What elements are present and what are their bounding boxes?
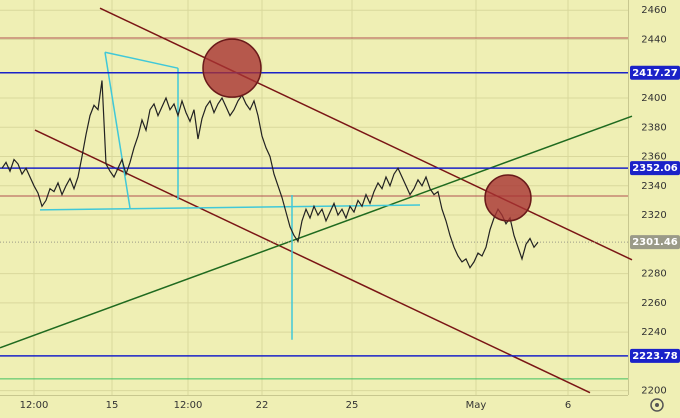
price-badge-label: 2223.78 (632, 351, 678, 362)
x-tick-label: 25 (346, 400, 359, 411)
trend-line (104, 52, 131, 209)
settings-button[interactable] (650, 398, 664, 412)
y-tick-label: 2280 (641, 269, 666, 280)
y-tick-label: 2440 (641, 35, 666, 46)
y-tick-label: 2320 (641, 210, 666, 221)
price-line (1, 80, 539, 269)
y-tick-label: 2200 (641, 386, 666, 397)
highlight-circle (202, 38, 262, 98)
x-tick-label: 12:00 (174, 400, 203, 411)
x-tick-label: 22 (256, 400, 269, 411)
trend-line (104, 51, 179, 69)
y-tick-label: 2380 (641, 122, 666, 133)
axis-area: 2200 2240 2260 2280 2320 2340 2360 2380 2400 2440… (20, 5, 680, 411)
x-tick-label: 6 (565, 400, 571, 411)
price-badge-label: 2417.27 (632, 68, 678, 79)
trend-line (0, 115, 633, 349)
price-badge (630, 161, 680, 176)
price-badge (630, 65, 680, 80)
price-badge-label: 2352.06 (632, 163, 678, 174)
y-tick-label: 2460 (641, 5, 666, 16)
plot-area (0, 0, 633, 395)
highlight-circle (484, 174, 532, 222)
settings-icon-dot[interactable] (655, 403, 659, 407)
price-badge (630, 348, 680, 363)
price-badge-label: 2301.46 (632, 237, 678, 248)
y-tick-label: 2340 (641, 181, 666, 192)
trend-line (99, 7, 633, 261)
x-tick-label: May (466, 400, 487, 411)
x-tick-label: 12:00 (20, 400, 49, 411)
settings-icon[interactable] (650, 398, 664, 412)
y-tick-label: 2240 (641, 327, 666, 338)
price-badge (630, 235, 680, 250)
y-tick-label: 2400 (641, 93, 666, 104)
y-tick-label: 2360 (641, 152, 666, 163)
x-tick-label: 15 (106, 400, 119, 411)
y-tick-label: 2260 (641, 298, 666, 309)
trend-line (34, 129, 591, 394)
